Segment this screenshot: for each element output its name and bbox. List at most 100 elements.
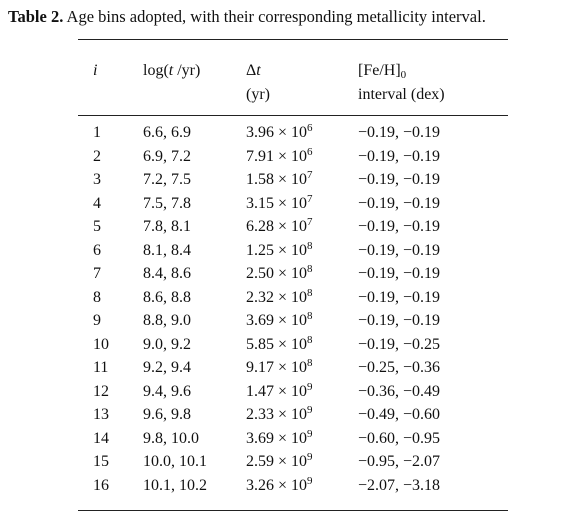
cell-exponent: 6 — [307, 122, 313, 134]
cell: 7.91 × 106 — [246, 146, 313, 166]
cell: −0.19, −0.19 — [358, 147, 441, 165]
cell: 3.15 × 107 — [246, 192, 313, 213]
cell: 6.9, 7.2 — [143, 147, 191, 165]
cell-exponent: 8 — [307, 357, 313, 369]
cell: 7 — [93, 265, 101, 282]
top-rule — [78, 39, 508, 40]
cell: 10.0, 10.1 — [143, 453, 207, 470]
header-rule — [78, 115, 508, 116]
cell: 10 — [93, 335, 109, 353]
cell-exponent: 8 — [307, 239, 313, 252]
cell-base: 2.50 × 10 — [246, 265, 308, 282]
cell: 3.96 × 106 — [246, 122, 313, 142]
cell: −0.19, −0.25 — [358, 335, 441, 353]
cell: 15 — [93, 453, 109, 470]
cell-base: 2.33 × 10 — [246, 406, 308, 423]
cell: 9.6, 9.8 — [143, 406, 191, 423]
cell: 12 — [93, 382, 109, 400]
cell-exponent: 8 — [307, 286, 313, 299]
cell-base: 5.85 × 10 — [246, 335, 308, 353]
cell: 11 — [93, 359, 109, 376]
cell: 3.26 × 109 — [246, 474, 313, 495]
header-dt-unit: (yr) — [246, 86, 270, 103]
cell: 1 — [93, 124, 101, 141]
caption-label: Table 2. — [8, 7, 64, 26]
cell-base: 7.91 × 10 — [246, 147, 308, 165]
cell: 10.1, 10.2 — [143, 476, 207, 494]
cell-exponent: 9 — [307, 451, 313, 463]
cell-base: 2.59 × 10 — [246, 453, 308, 470]
cell: −0.19, −0.19 — [358, 171, 441, 188]
cell: 7.5, 7.8 — [143, 194, 191, 212]
bottom-rule — [78, 510, 508, 511]
cell: 9.17 × 108 — [246, 357, 313, 377]
cell: −0.19, −0.19 — [358, 241, 441, 259]
header-part: t — [256, 62, 261, 79]
cell: 9 — [93, 312, 101, 329]
cell: 6 — [93, 241, 101, 259]
cell: −0.36, −0.49 — [358, 382, 441, 400]
cell: 8.1, 8.4 — [143, 241, 191, 259]
cell: 1.25 × 108 — [246, 239, 313, 260]
cell: −0.25, −0.36 — [358, 359, 441, 376]
cell: 9.4, 9.6 — [143, 382, 191, 400]
cell: −0.19, −0.19 — [358, 265, 441, 282]
cell: 1.47 × 109 — [246, 381, 313, 401]
cell: −2.07, −3.18 — [358, 476, 441, 494]
cell: 1.58 × 107 — [246, 169, 313, 189]
cell: −0.95, −2.07 — [358, 453, 441, 470]
cell-exponent: 8 — [307, 310, 313, 322]
cell: 2.50 × 108 — [246, 264, 313, 283]
cell: −0.19, −0.19 — [358, 194, 441, 212]
cell: 7.2, 7.5 — [143, 171, 191, 188]
cell: 13 — [93, 406, 109, 423]
cell-base: 3.26 × 10 — [246, 476, 308, 494]
cell: 3.69 × 108 — [246, 310, 313, 330]
cell: 14 — [93, 429, 109, 447]
caption-text: Age bins adopted, with their correspondi… — [66, 7, 486, 26]
header-i: i — [93, 62, 98, 79]
cell: 2.32 × 108 — [246, 286, 313, 307]
caption: Table 2. Age bins adopted, with their co… — [8, 8, 486, 26]
cell-exponent: 7 — [307, 169, 313, 181]
cell: 4 — [93, 194, 101, 212]
cell: 16 — [93, 476, 109, 494]
cell-base: 2.32 × 10 — [246, 288, 308, 306]
cell-base: 1.25 × 10 — [246, 241, 308, 259]
cell: 8.8, 9.0 — [143, 312, 191, 329]
header-part: log( — [143, 62, 169, 79]
cell-base: 3.15 × 10 — [246, 194, 308, 212]
cell-base: 1.58 × 10 — [246, 171, 308, 188]
header-part: Δ — [246, 62, 257, 79]
cell-exponent: 8 — [307, 333, 313, 346]
cell-base: 1.47 × 10 — [246, 382, 308, 400]
cell: 8 — [93, 288, 101, 306]
cell: 3 — [93, 171, 101, 188]
cell-base: 6.28 × 10 — [246, 218, 308, 235]
cell: 2 — [93, 147, 101, 165]
cell: 8.4, 8.6 — [143, 265, 191, 282]
cell-base: 3.69 × 10 — [246, 429, 308, 447]
cell: 9.8, 10.0 — [143, 429, 199, 447]
cell-exponent: 9 — [307, 404, 313, 416]
cell: −0.19, −0.19 — [358, 288, 441, 306]
header-part: t — [168, 62, 174, 79]
cell-base: 3.96 × 10 — [246, 124, 308, 141]
cell: 7.8, 8.1 — [143, 218, 191, 235]
cell-base: 3.69 × 10 — [246, 312, 308, 329]
cell: 2.59 × 109 — [246, 451, 313, 471]
cell: 2.33 × 109 — [246, 404, 313, 424]
cell: 6.6, 6.9 — [143, 124, 191, 141]
cell-exponent: 7 — [307, 216, 313, 228]
cell-exponent: 9 — [307, 427, 313, 440]
cell: 3.69 × 109 — [246, 427, 313, 448]
header-feh: [Fe/H]0 — [358, 62, 406, 81]
header-log: log(t /yr) — [143, 62, 200, 80]
cell: −0.19, −0.19 — [358, 312, 441, 329]
header-feh-unit: interval (dex) — [358, 86, 445, 103]
cell-exponent: 9 — [307, 474, 313, 487]
cell: −0.19, −0.19 — [358, 218, 441, 235]
cell: 9.2, 9.4 — [143, 359, 191, 376]
cell-exponent: 7 — [307, 192, 313, 205]
